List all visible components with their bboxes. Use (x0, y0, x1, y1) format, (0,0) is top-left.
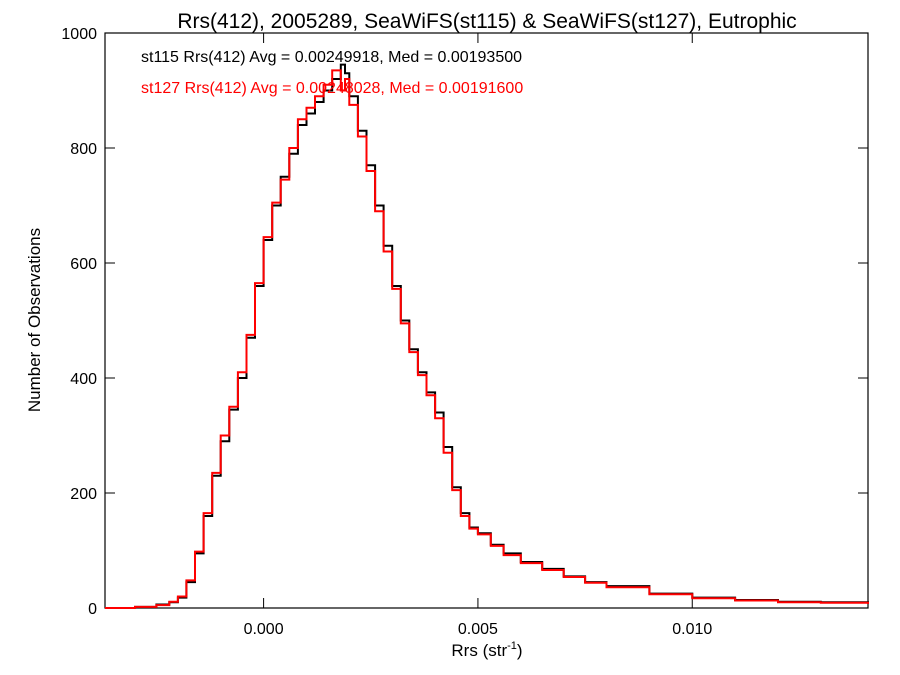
chart-title: Rrs(412), 2005289, SeaWiFS(st115) & SeaW… (177, 10, 796, 33)
series-line-st115 (105, 63, 869, 609)
y-tick-label: 600 (70, 256, 97, 273)
y-tick-label: 0 (88, 601, 97, 618)
x-axis-label-close: ) (517, 641, 523, 660)
series-layer (105, 63, 869, 609)
y-tick-label: 200 (70, 486, 97, 503)
y-tick-label: 800 (70, 141, 97, 158)
y-axis-ticks: 0 200 400 600 800 1000 (61, 26, 868, 618)
x-tick-label: 0.000 (244, 621, 284, 638)
plot-frame (104, 32, 869, 609)
annotation-st127: st127 Rrs(412) Avg = 0.00248028, Med = 0… (141, 80, 523, 97)
x-axis-ticks: 0.000 0.005 0.010 (244, 33, 712, 638)
x-axis-label-superscript: -1 (507, 640, 517, 652)
x-axis-label: Rrs (str-1) (451, 640, 522, 660)
x-tick-label: 0.010 (672, 621, 712, 638)
y-axis-label: Number of Observations (25, 228, 44, 412)
y-tick-label: 1000 (61, 26, 97, 43)
y-tick-label: 400 (70, 371, 97, 388)
series-line-st127 (105, 69, 869, 609)
annotation-st115: st115 Rrs(412) Avg = 0.00249918, Med = 0… (141, 49, 522, 66)
x-axis-label-main: Rrs (str (451, 641, 507, 660)
x-tick-label: 0.005 (458, 621, 498, 638)
